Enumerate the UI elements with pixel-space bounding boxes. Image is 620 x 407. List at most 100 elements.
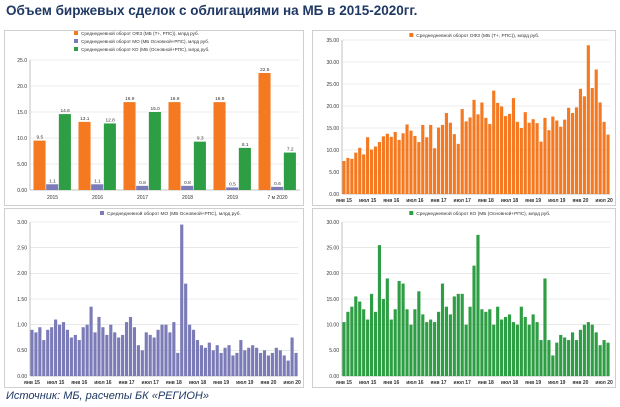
bar [519,128,523,194]
bar [109,324,113,376]
x-tick-label: июл 19 [236,380,254,386]
x-tick-label: янв 16 [383,198,399,204]
data-label: 13.1 [80,116,90,122]
x-tick-label: июл 17 [142,380,160,386]
x-tick-label: июл 18 [189,380,207,386]
bar [397,139,401,194]
bar [93,332,97,376]
legend-label: Среднедневной оборот МО (МБ Основной+РПС… [81,38,209,44]
bar [567,340,571,376]
bar [543,278,547,376]
bar [238,147,251,190]
bar [342,161,346,194]
bar [101,327,105,376]
data-label: 1.1 [94,178,101,184]
bar [57,324,62,376]
legend-swatch [409,33,414,37]
bar [290,337,294,376]
bar [350,158,354,194]
x-tick-label: июл 15 [359,380,377,386]
bar [377,245,382,376]
bar [559,334,563,376]
bar [417,142,421,194]
x-tick-label: июл 17 [454,380,472,386]
bar [440,283,445,376]
bar [488,124,492,194]
bar [484,117,488,194]
legend-swatch [74,47,78,51]
bar [598,345,602,376]
bar [409,130,413,194]
y-tick-label: 2.00 [17,271,27,277]
bar [460,293,464,376]
x-tick-label: янв 20 [572,380,588,386]
bar [184,283,188,376]
bar [476,114,480,194]
data-label: 9.3 [197,136,204,142]
bar [413,135,417,194]
data-label: 16.9 [125,96,135,102]
x-tick-label: июл 16 [406,198,424,204]
bar [61,322,66,376]
bar [555,120,559,194]
bar [425,137,429,194]
bar [401,283,405,376]
bar [274,347,278,376]
bar [586,45,590,194]
x-tick-label: янв 16 [71,380,87,386]
bar [251,345,255,376]
bar [168,332,172,376]
bar [433,322,437,376]
bar [148,112,161,190]
bar [598,102,602,194]
bar [123,102,136,190]
bar [195,340,200,376]
bar [452,134,456,194]
bar [602,121,606,194]
x-tick-label: янв 15 [336,380,352,386]
x-tick-label: янв 18 [478,380,494,386]
bar [413,309,417,376]
y-tick-label: 0.00 [17,374,27,380]
bar [239,340,243,376]
bar [350,306,354,376]
bar [535,322,539,376]
bar [511,98,516,194]
bar [480,102,484,194]
bar [484,311,488,376]
y-tick-label: 1.00 [17,322,27,328]
y-tick-label: 5.00 [329,348,339,354]
data-label: 22.5 [260,67,270,73]
bar [440,124,445,194]
bar [511,322,516,376]
y-tick-label: 15.0 [17,110,27,116]
data-label: 9.5 [36,135,43,141]
bar [33,140,46,190]
bar [519,306,523,376]
y-tick-label: 1.50 [17,297,27,303]
bar [199,345,204,376]
bar [551,116,555,194]
y-tick-label: 20.00 [326,271,339,277]
source-note: Источник: МБ, расчеты БК «РЕГИОН» [6,390,209,402]
bar [85,324,89,376]
bar [543,117,547,194]
bar [448,122,452,194]
data-label: 1.1 [49,178,56,184]
x-tick-label: июл 19 [548,380,566,386]
bar [286,360,290,376]
bar [34,332,38,376]
chart-ofz-monthly-turnover: Среднедневной оборот ОФЗ (МБ (Т+, РПС)),… [312,30,616,206]
x-tick-label: 2019 [227,195,238,201]
bar [555,342,559,376]
legend-swatch [74,39,78,43]
x-tick-label: янв 17 [119,380,135,386]
bar [46,184,59,190]
bar [436,127,441,194]
bar [283,152,296,190]
bar [551,355,555,376]
bar [73,334,77,376]
bar [393,131,397,194]
bar [193,141,206,190]
bar [258,352,263,376]
